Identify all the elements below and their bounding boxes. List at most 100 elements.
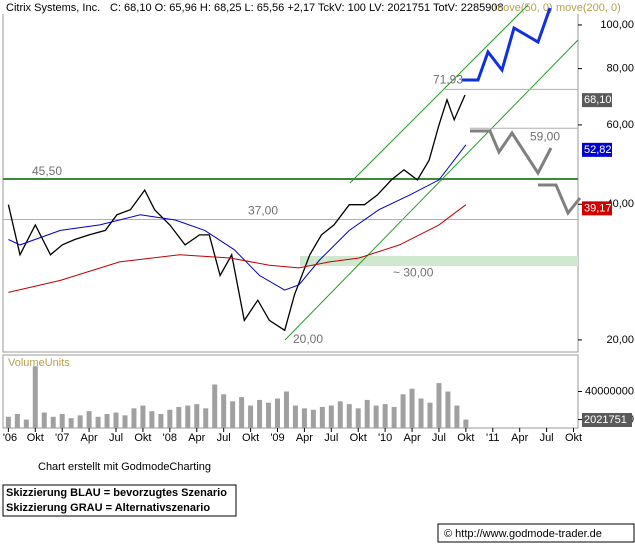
level-label: 71,93 [433, 73, 463, 87]
x-tick-label: Jul [109, 432, 123, 444]
volume-bar [328, 405, 334, 428]
volume-bar [355, 408, 361, 428]
volume-bar [59, 413, 65, 428]
volume-bar [400, 394, 406, 428]
header-info: C: 68,10 O: 65,96 H: 68,25 L: 65,56 +2,1… [110, 2, 504, 14]
volume-bar [454, 405, 460, 428]
volume-bar [391, 406, 397, 428]
last-value-box [582, 201, 612, 216]
x-tick-label: Okt [457, 432, 474, 444]
volume-bar [68, 418, 74, 428]
volume-bar [41, 412, 47, 428]
note-box [2, 484, 237, 517]
level-label: 20,00 [293, 332, 323, 346]
note-grey: Skizzierung GRAU = Alternativszenario [6, 502, 210, 514]
last-value-box [582, 93, 612, 108]
volume-bar [32, 366, 38, 428]
volume-bar [292, 405, 298, 428]
volume-bar [86, 411, 92, 428]
volume-bar [409, 388, 415, 428]
volume-bar [176, 406, 182, 428]
trend-channel-lower [284, 39, 579, 341]
last-volume-box [582, 413, 632, 427]
x-tick-label: Apr [81, 432, 98, 444]
url-box [437, 523, 635, 543]
volume-bar [95, 416, 101, 428]
volume-bar [373, 405, 379, 428]
volume-bar [50, 416, 56, 428]
volume-bar [77, 415, 83, 428]
x-tick-label: Jul [324, 432, 338, 444]
volume-bar [149, 411, 155, 428]
y-tick-label: 40000000 [585, 385, 634, 397]
x-tick-label: Okt [27, 432, 44, 444]
volume-bar [364, 399, 370, 428]
volume-bar [319, 406, 325, 428]
x-tick-label: Apr [188, 432, 205, 444]
scenario-grey [470, 129, 553, 176]
x-tick-label: Jul [217, 432, 231, 444]
legend-sma200: move(200, 0) [556, 2, 621, 14]
last-value-label: 39,17 [584, 202, 612, 214]
volume-bar [310, 409, 316, 428]
x-tick-label: Apr [403, 432, 420, 444]
x-tick-label: Okt [134, 432, 151, 444]
volume-bar [382, 404, 388, 428]
x-tick-label: Jul [432, 432, 446, 444]
volume-bar [418, 398, 424, 428]
x-tick-label: Okt [565, 432, 582, 444]
volume-bar [203, 408, 209, 428]
volume-bar [122, 415, 128, 428]
x-tick-label: '11 [486, 432, 500, 444]
header-name: Citrix Systems, Inc. [6, 2, 100, 14]
volume-bar [5, 416, 11, 428]
volume-bar [194, 404, 200, 428]
legend-sma50: move(50, 0) [494, 2, 553, 14]
x-tick-label: Jul [540, 432, 554, 444]
volume-bar [274, 398, 280, 428]
last-value-label: 52,82 [584, 144, 612, 156]
y-tick-label: 80,00 [606, 63, 634, 75]
x-tick-label: '07 [55, 432, 69, 444]
x-tick-label: Okt [350, 432, 367, 444]
level-label: 45,50 [32, 164, 62, 178]
volume-bar [248, 405, 254, 428]
price-line [7, 94, 466, 332]
y-tick-label: 60,00 [606, 119, 634, 131]
volume-bar [266, 402, 272, 428]
x-tick-label: '09 [270, 432, 284, 444]
level-label: 59,00 [530, 129, 560, 143]
volume-bar [131, 408, 137, 428]
trend-channel-upper [349, 4, 529, 184]
header-bg [0, 0, 635, 14]
support-band [300, 256, 578, 266]
volume-bar [283, 391, 289, 428]
volume-panel [2, 354, 579, 429]
volume-bar [212, 384, 218, 428]
last-value-box [582, 142, 612, 157]
volume-bar [158, 413, 164, 428]
volume-bar [337, 401, 343, 428]
x-tick-label: '06 [3, 432, 17, 444]
scenario-blue [462, 7, 552, 82]
y-tick-label: 40,00 [606, 198, 634, 210]
volume-bar [104, 413, 110, 428]
moving-average [8, 204, 467, 293]
volume-bar [301, 408, 307, 428]
volume-bar [23, 419, 29, 428]
x-tick-label: '10 [378, 432, 392, 444]
last-volume-label: 2021751 [584, 414, 627, 426]
y-tick-label: 100,00 [600, 19, 634, 31]
moving-average [8, 144, 467, 291]
x-tick-label: Okt [242, 432, 259, 444]
url: © http://www.godmode-trader.de [444, 528, 602, 540]
volume-bar [167, 409, 173, 428]
y-tick-label: 20,00 [606, 334, 634, 346]
last-value-label: 68,10 [584, 94, 612, 106]
volume-bar [113, 412, 119, 428]
volume-bar [230, 401, 236, 428]
x-tick-label: '08 [163, 432, 177, 444]
volume-bar [140, 405, 146, 428]
volume-title: VolumeUnits [8, 357, 70, 369]
